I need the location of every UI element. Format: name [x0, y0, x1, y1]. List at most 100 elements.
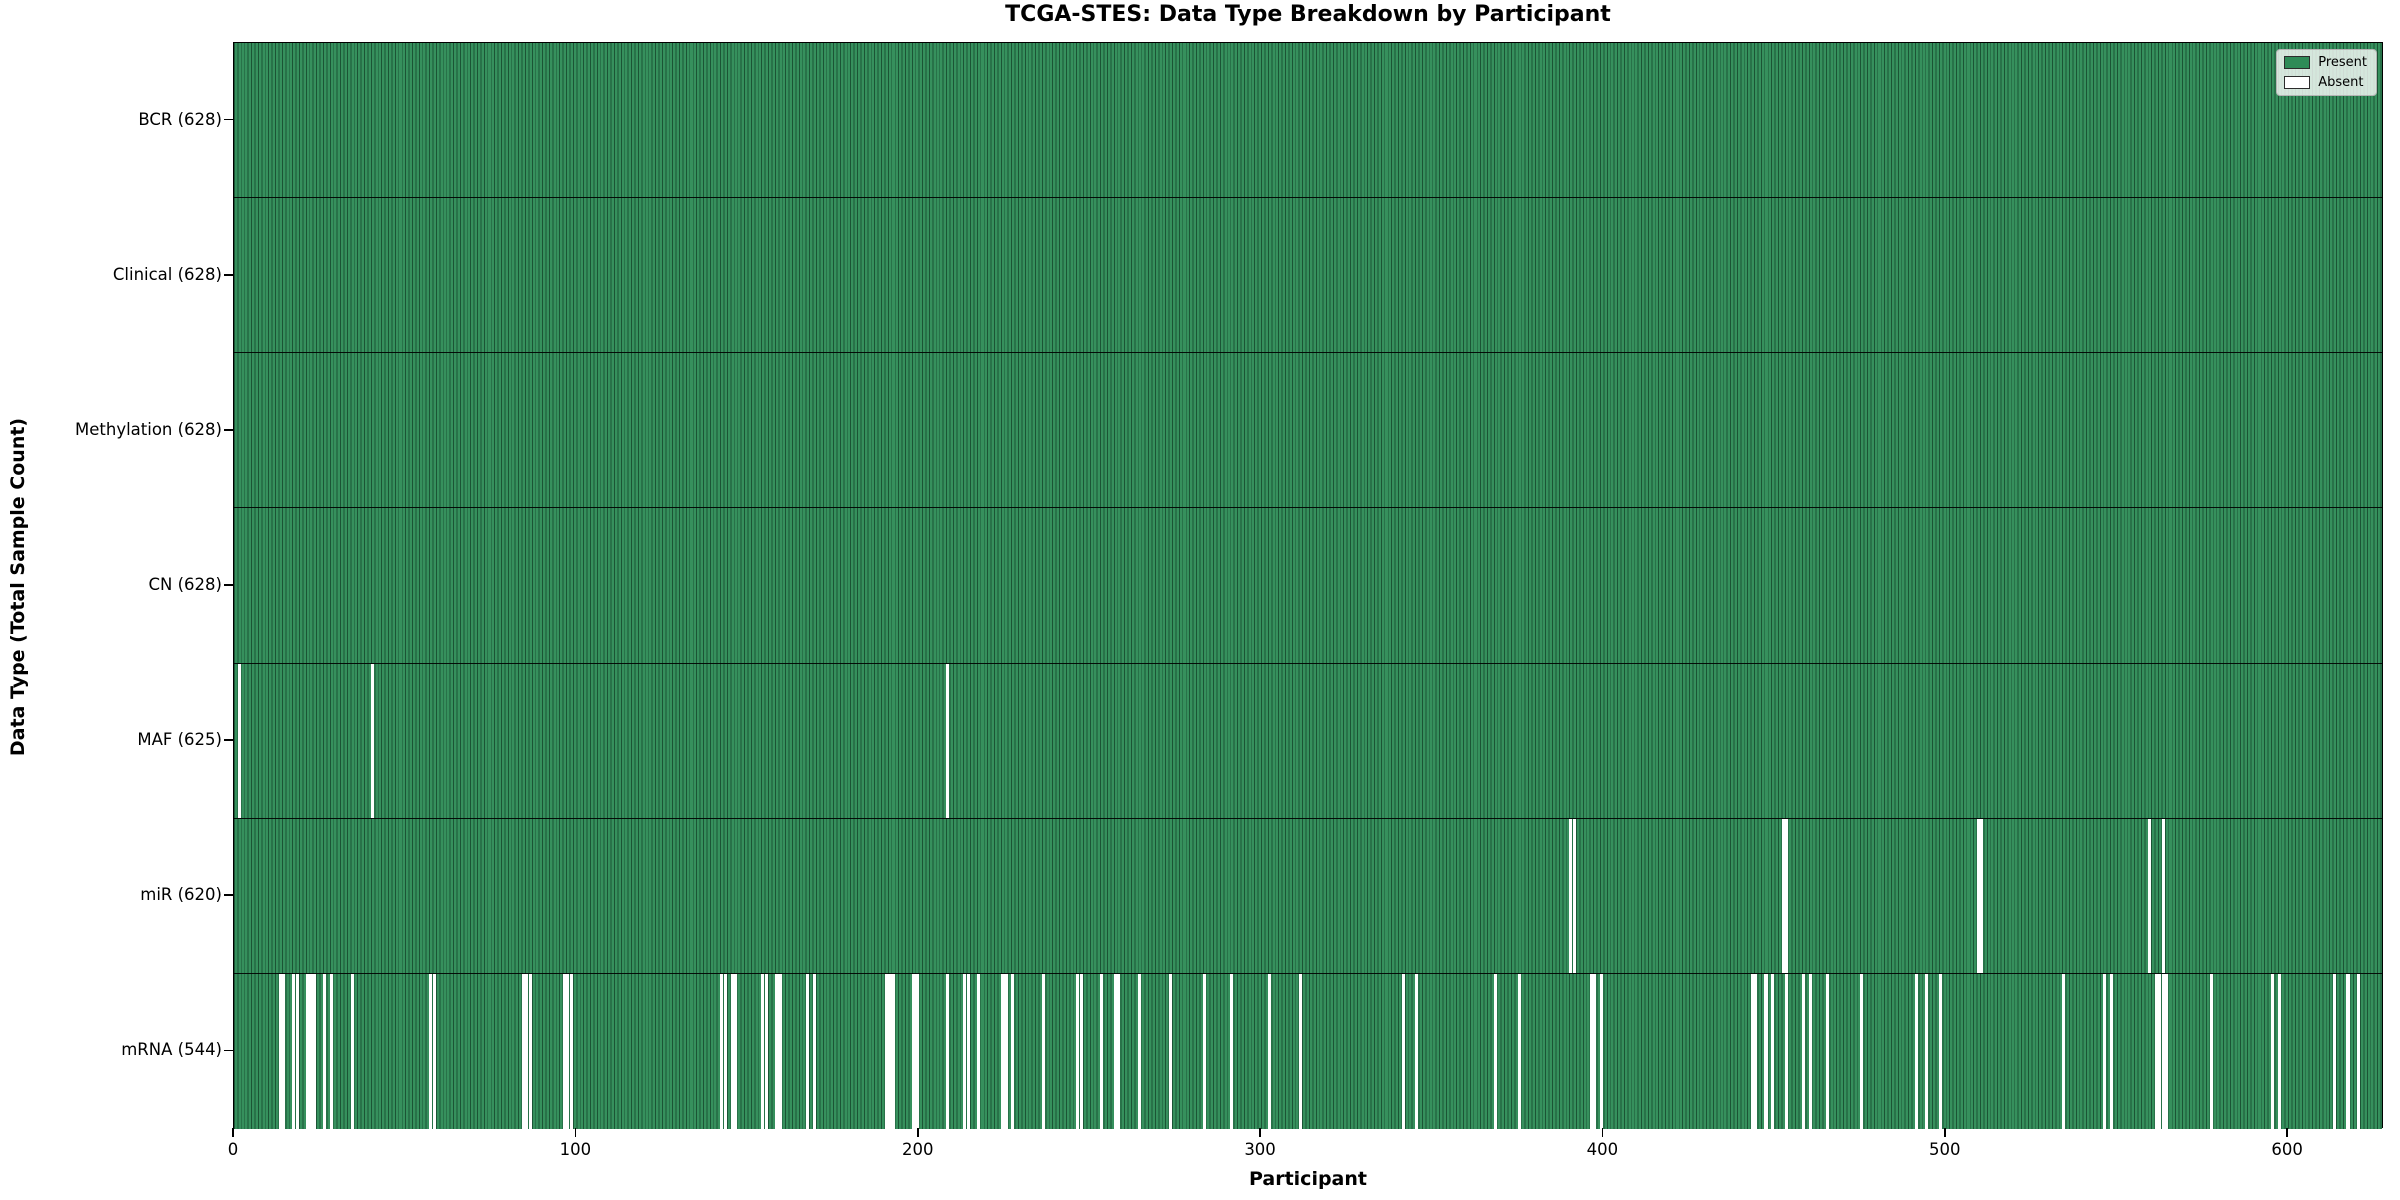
- absent-gap: [282, 973, 286, 1129]
- y-tick-label-cn: CN (628): [148, 575, 222, 594]
- absent-gap: [371, 663, 375, 818]
- absent-gap: [330, 973, 334, 1129]
- absent-gap: [1004, 973, 1008, 1129]
- absent-gap: [2110, 973, 2114, 1129]
- absent-gap: [525, 973, 529, 1129]
- y-tick-mark: [224, 118, 233, 121]
- absent-gap: [891, 973, 895, 1129]
- y-tick-mark: [224, 584, 233, 586]
- absent-gap: [805, 973, 809, 1129]
- absent-gap: [1976, 818, 1980, 973]
- x-tick-mark: [1601, 1128, 1604, 1137]
- data-row-mir: [234, 818, 2382, 974]
- absent-gap: [2278, 973, 2282, 1129]
- absent-gap: [1754, 973, 1758, 1129]
- absent-gap: [2346, 973, 2350, 1129]
- absent-gap: [429, 973, 433, 1129]
- chart-title: TCGA-STES: Data Type Breakdown by Partic…: [1005, 2, 1611, 27]
- absent-gap: [350, 973, 354, 1129]
- absent-gap: [2165, 973, 2169, 1129]
- y-tick-label-maf: MAF (625): [137, 730, 222, 750]
- absent-gap: [569, 973, 573, 1129]
- y-tick-mark: [224, 429, 233, 431]
- plot-area: Present Absent: [233, 42, 2383, 1129]
- absent-gap: [323, 973, 327, 1129]
- absent-gap: [1268, 973, 1272, 1129]
- x-tick-label-600: 600: [2271, 1140, 2303, 1159]
- x-tick-label-400: 400: [1586, 1140, 1619, 1159]
- absent-gap: [2332, 973, 2336, 1129]
- x-axis-label: Participant: [1248, 1168, 1367, 1190]
- absent-gap: [562, 973, 566, 1129]
- legend-item-present: Present: [2284, 55, 2367, 70]
- absent-gap: [1117, 973, 1121, 1129]
- present-swatch-icon: [2284, 56, 2311, 69]
- y-tick-label-mir: miR (620): [140, 885, 222, 905]
- absent-gap: [528, 973, 532, 1129]
- x-tick-mark: [2286, 1128, 2288, 1137]
- absent-gap: [1781, 818, 1785, 973]
- absent-gap: [884, 973, 888, 1129]
- data-row-methylation: [234, 353, 2382, 509]
- data-row-maf: [234, 663, 2382, 819]
- absent-gap: [1100, 973, 1104, 1129]
- absent-gap: [730, 973, 734, 1129]
- absent-gap: [1802, 973, 1806, 1129]
- x-tick-label-200: 200: [901, 1140, 934, 1159]
- absent-gap: [566, 973, 570, 1129]
- absent-gap: [295, 973, 299, 1129]
- x-tick-mark: [1943, 1128, 1946, 1137]
- legend-label-absent: Absent: [2318, 75, 2364, 90]
- absent-gap: [812, 973, 816, 1129]
- absent-gap: [1589, 973, 1593, 1129]
- absent-gap: [1764, 973, 1768, 1129]
- absent-gap: [1001, 973, 1005, 1129]
- absent-gap: [2154, 973, 2158, 1129]
- y-tick-mark: [224, 894, 233, 897]
- absent-gap: [946, 973, 950, 1129]
- absent-gap: [292, 973, 296, 1129]
- absent-gap: [1076, 973, 1080, 1129]
- absent-gap: [1137, 973, 1142, 1129]
- absent-gap: [775, 973, 779, 1129]
- absent-gap: [1569, 818, 1573, 973]
- absent-gap: [278, 973, 282, 1129]
- absent-gap: [1114, 973, 1118, 1129]
- absent-gap: [2271, 973, 2275, 1129]
- absent-gap: [761, 973, 765, 1129]
- absent-gap: [1203, 973, 1207, 1129]
- x-tick-mark: [232, 1128, 234, 1137]
- absent-gap: [1915, 973, 1919, 1129]
- absent-gap: [1860, 973, 1864, 1129]
- absent-gap: [1042, 973, 1046, 1129]
- x-tick-label-0: 0: [227, 1140, 239, 1159]
- x-tick-mark: [916, 1128, 919, 1137]
- data-row-clinical: [234, 198, 2382, 354]
- absent-gap: [1494, 973, 1498, 1129]
- absent-gap: [312, 973, 316, 1129]
- absent-gap: [764, 973, 768, 1129]
- absent-gap: [1826, 973, 1830, 1129]
- absent-gap: [306, 973, 310, 1129]
- x-tick-label-500: 500: [1929, 1140, 1961, 1159]
- y-tick-mark: [224, 273, 233, 276]
- absent-gap: [2062, 973, 2066, 1129]
- legend: Present Absent: [2276, 49, 2377, 96]
- absent-gap: [733, 973, 738, 1129]
- absent-gap: [946, 663, 950, 818]
- absent-gap: [1011, 973, 1015, 1129]
- absent-gap: [432, 973, 436, 1129]
- y-tick-label-methylation: Methylation (628): [75, 419, 222, 439]
- absent-gap: [1230, 973, 1234, 1129]
- absent-gap: [2103, 973, 2107, 1129]
- y-tick-label-bcr: BCR (628): [138, 109, 222, 129]
- x-tick-label-300: 300: [1244, 1140, 1276, 1159]
- absent-gap: [1925, 973, 1929, 1129]
- absent-gap: [1980, 818, 1984, 973]
- legend-label-present: Present: [2318, 55, 2367, 70]
- absent-gap: [778, 973, 782, 1129]
- absent-gap: [237, 663, 241, 818]
- absent-gap: [966, 973, 970, 1129]
- absent-gap: [963, 973, 967, 1129]
